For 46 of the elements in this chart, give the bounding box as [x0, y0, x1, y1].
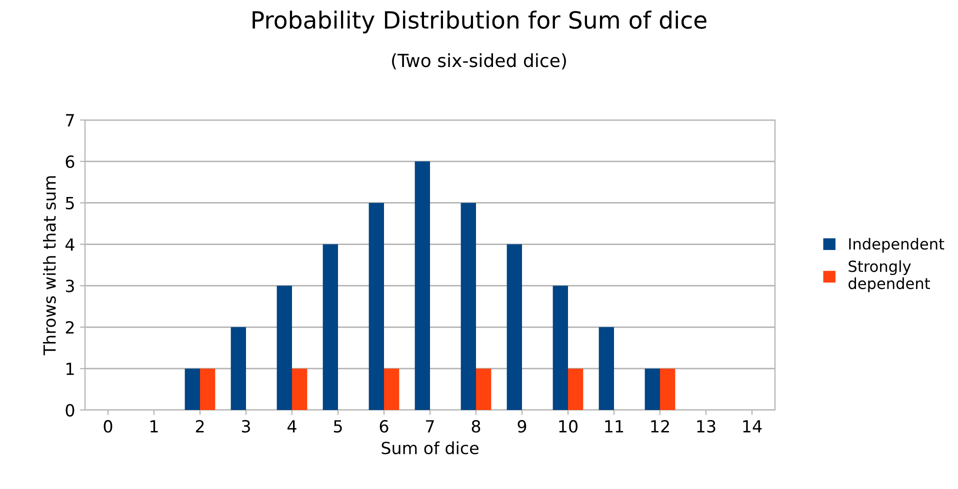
bar — [644, 368, 660, 410]
y-tick-label: 2 — [66, 321, 74, 334]
x-tick-label: 9 — [518, 420, 526, 433]
bar — [552, 286, 568, 410]
bar — [384, 368, 400, 410]
legend-label: Strongly dependent — [848, 260, 930, 292]
bar — [460, 202, 476, 410]
x-tick-label: 8 — [472, 420, 480, 433]
y-tick-label: 5 — [66, 197, 74, 210]
y-tick-label: 4 — [65, 238, 74, 251]
chart-title: Probability Distribution for Sum of dice — [252, 10, 706, 34]
bar — [322, 244, 338, 410]
x-tick-label: 10 — [559, 420, 578, 433]
y-tick-label: 6 — [66, 155, 74, 168]
bar — [506, 244, 522, 410]
x-tick-label: 11 — [605, 420, 624, 432]
y-tick-label: 0 — [66, 404, 74, 417]
bar — [414, 161, 430, 410]
bar — [184, 368, 200, 410]
y-tick-label: 7 — [66, 114, 74, 126]
y-tick-label: 3 — [66, 280, 74, 292]
y-axis-title: Throws with that sum — [42, 176, 56, 356]
bar — [368, 202, 384, 410]
bar — [476, 368, 492, 410]
bar — [292, 368, 308, 410]
bar — [276, 286, 292, 410]
x-tick-label: 13 — [697, 420, 716, 433]
x-tick-label: 14 — [743, 420, 762, 432]
x-tick-label: 7 — [426, 420, 434, 432]
x-axis-title: Sum of dice — [382, 441, 478, 454]
x-tick-label: 0 — [104, 420, 112, 433]
bar — [660, 368, 676, 410]
chart-subtitle: (Two six-sided dice) — [392, 53, 566, 70]
bar — [230, 327, 246, 410]
x-tick-label: 5 — [334, 420, 342, 433]
y-tick-label: 1 — [66, 362, 74, 375]
x-tick-label: 3 — [242, 420, 250, 433]
x-tick-label: 12 — [651, 420, 669, 432]
x-tick-label: 6 — [380, 420, 388, 433]
bar — [598, 327, 614, 410]
bar — [568, 368, 584, 410]
bar — [200, 368, 216, 410]
x-tick-label: 2 — [196, 420, 204, 432]
x-tick-label: 1 — [150, 420, 158, 432]
legend-label: Independent — [849, 238, 944, 253]
x-tick-label: 4 — [288, 420, 296, 432]
